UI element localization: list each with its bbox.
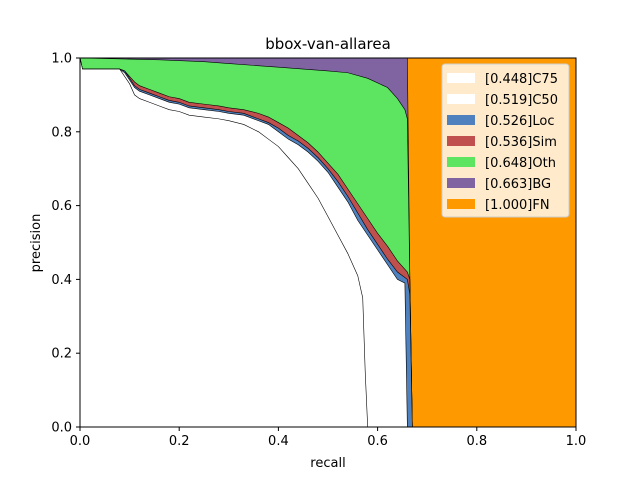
legend-label-c50: [0.519]C50 — [485, 93, 558, 108]
legend-label-loc: [0.526]Loc — [485, 114, 554, 129]
legend-swatch-bg — [447, 178, 475, 188]
y-tick-label: 0.2 — [51, 347, 72, 362]
legend-swatch-c50 — [447, 94, 475, 104]
legend-swatch-loc — [447, 115, 475, 125]
plot-frame — [79, 57, 577, 428]
legend-swatch-fn — [447, 199, 475, 209]
chart-title: bbox-van-allarea — [265, 35, 391, 53]
plot-areas — [79, 57, 577, 428]
legend-label-oth: [0.648]Oth — [485, 156, 556, 171]
x-tick-label: 0.8 — [466, 434, 487, 449]
x-tick-label: 0.2 — [169, 434, 190, 449]
y-tick-label: 0.0 — [51, 421, 72, 436]
y-tick-label: 0.6 — [51, 199, 72, 214]
x-tick-label: 0.0 — [70, 434, 91, 449]
y-tick-label: 1.0 — [51, 52, 72, 67]
legend: [0.448]C75 [0.519]C50 [0.526]Loc [0.536]Sim… — [441, 63, 570, 218]
x-axis-label: recall — [310, 456, 345, 471]
y-axis-ticks: 0.0 0.2 0.4 0.6 0.8 1.0 — [51, 52, 80, 436]
legend-label-sim: [0.536]Sim — [485, 135, 557, 150]
area-c75 — [79, 57, 368, 428]
legend-label-fn: [1.000]FN — [485, 198, 550, 213]
x-tick-label: 0.6 — [367, 434, 388, 449]
x-tick-label: 0.4 — [268, 434, 289, 449]
y-tick-label: 0.8 — [51, 125, 72, 140]
x-tick-label: 1.0 — [566, 434, 587, 449]
legend-label-bg: [0.663]BG — [485, 177, 551, 192]
legend-swatch-sim — [447, 136, 475, 146]
legend-swatch-oth — [447, 157, 475, 167]
x-axis-ticks: 0.0 0.2 0.4 0.6 0.8 1.0 — [70, 427, 587, 449]
legend-swatch-c75 — [447, 73, 475, 83]
y-tick-label: 0.4 — [51, 273, 72, 288]
axes-frame — [79, 57, 577, 428]
y-axis-label: precision — [29, 214, 44, 273]
legend-label-c75: [0.448]C75 — [485, 72, 558, 87]
